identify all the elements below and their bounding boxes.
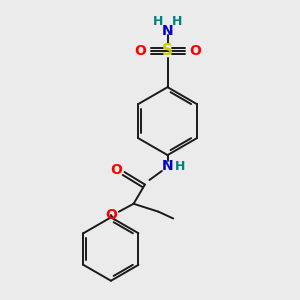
Text: H: H (171, 15, 182, 28)
Text: N: N (162, 24, 173, 38)
Text: O: O (134, 44, 146, 58)
Text: O: O (105, 208, 117, 222)
Text: N: N (162, 159, 173, 173)
Text: O: O (189, 44, 201, 58)
Text: H: H (153, 15, 164, 28)
Text: S: S (162, 44, 173, 59)
Text: O: O (111, 163, 122, 177)
Text: H: H (175, 160, 185, 173)
